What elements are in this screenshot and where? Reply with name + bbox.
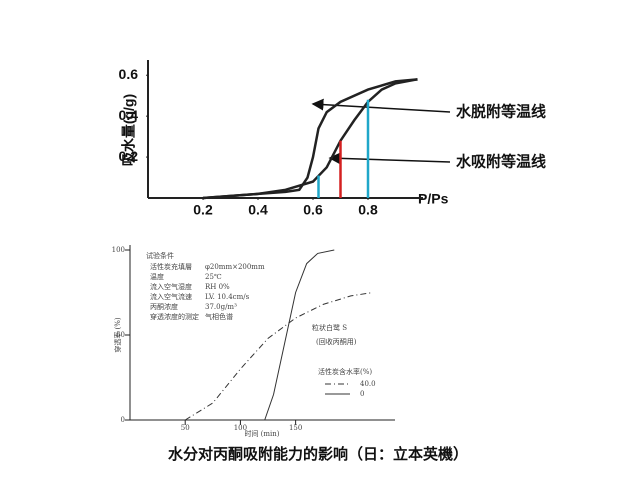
y-axis-label: 吸水量(g/g) <box>121 94 137 166</box>
annotation: 水脱附等温线 <box>456 103 546 121</box>
condition-value: φ20mm×200mm <box>205 263 265 271</box>
legend-label: 0 <box>360 390 364 398</box>
annotation: (回收丙酮用) <box>316 337 357 346</box>
legend-label: 40.0 <box>360 380 376 388</box>
x-tick-label: 100 <box>234 424 247 432</box>
x-tick-label: 50 <box>181 424 190 432</box>
x-tick-label: 150 <box>289 424 302 432</box>
condition-value: RH 0% <box>205 283 230 291</box>
legend-title: 活性炭含水率(%) <box>318 367 372 376</box>
caption: 水分对丙酮吸附能力的影响（日：立本英機） <box>168 445 468 463</box>
condition-label: 流入空气湿度 <box>150 282 192 291</box>
y-tick-label: 0 <box>121 416 125 424</box>
y-tick-label: 100 <box>112 246 125 254</box>
annotation: 粒状白鹭 S <box>312 323 347 332</box>
condition-label: 活性炭充填層 <box>150 262 192 271</box>
arrow <box>328 152 451 165</box>
condition-label: 流入空气流速 <box>150 292 192 301</box>
x-axis-label: P/Ps <box>418 191 449 207</box>
condition-label: 丙酮浓度 <box>150 302 178 311</box>
line <box>264 249 335 421</box>
condition-value: LV. 10.4cm/s <box>205 293 250 301</box>
x-tick-label: 0.4 <box>248 202 268 218</box>
annotation: 水吸附等温线 <box>456 153 546 171</box>
x-tick-label: 0.8 <box>358 202 378 218</box>
line <box>202 78 418 200</box>
condition-value: 气相色谱 <box>205 312 233 321</box>
x-tick-label: 0.6 <box>303 202 323 218</box>
y-tick-label: 0.4 <box>119 107 139 123</box>
condition-value: 25℃ <box>205 273 222 281</box>
conditions-title: 试验条件 <box>146 251 174 260</box>
y-axis-label: 穿透率 (%) <box>113 317 122 353</box>
y-tick-label: 0.6 <box>119 66 139 82</box>
y-tick-label: 0.2 <box>119 148 139 164</box>
condition-label: 温度 <box>150 272 164 281</box>
y-tick-label: 50 <box>116 331 125 339</box>
line <box>184 292 373 421</box>
line <box>202 78 418 200</box>
condition-value: 37.0g/m³ <box>205 303 237 311</box>
condition-label: 穿透浓度的测定 <box>150 312 199 321</box>
x-tick-label: 0.2 <box>193 202 213 218</box>
x-axis-label: 时间 (min) <box>244 429 279 438</box>
